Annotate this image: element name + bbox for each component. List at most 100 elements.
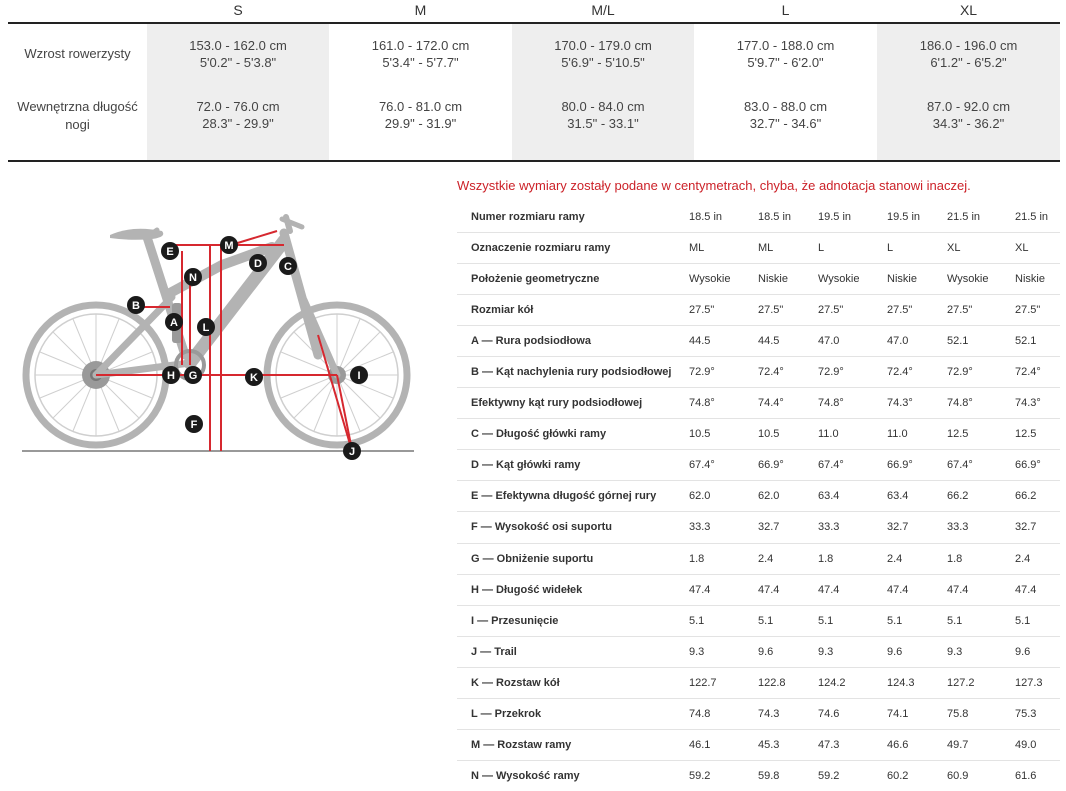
table-row: F — Wysokość osi suportu 33.3 32.7 33.3 32.7…	[457, 512, 1060, 544]
svg-text:C: C	[284, 261, 292, 273]
table-cell: 19.5 in	[887, 211, 921, 223]
table-row: Oznaczenie rozmiaru ramy ML ML L L XL XL	[457, 233, 1060, 265]
row-label: A — Rura podsiodłowa	[471, 335, 591, 348]
marker-f-icon: F	[185, 415, 203, 433]
size-value-cm: 72.0 - 76.0 cm	[196, 99, 280, 114]
table-cell: 72.4°	[887, 366, 913, 379]
table-cell: XL	[947, 242, 961, 255]
row-label: M — Rozstaw ramy	[471, 738, 572, 751]
table-cell: 63.4	[887, 490, 909, 503]
table-cell: 66.9°	[1015, 459, 1041, 472]
table-cell: 44.5	[689, 335, 711, 348]
table-row: I — Przesunięcie 5.1 5.1 5.1 5.1 5.1 5.1	[457, 606, 1060, 637]
size-value-cm: 83.0 - 88.0 cm	[743, 99, 828, 114]
table-cell: Niskie	[1015, 273, 1045, 286]
table-cell: 5.1	[818, 614, 834, 627]
table-cell: 27.5"	[758, 304, 784, 317]
size-value-in: 29.9" - 31.9"	[384, 116, 457, 131]
size-column-shade	[512, 24, 694, 161]
table-cell: 27.5"	[1015, 304, 1041, 317]
table-cell: 32.7	[887, 521, 909, 534]
marker-i-icon: I	[350, 366, 368, 384]
table-cell: 47.4	[1015, 583, 1037, 596]
saddle-icon	[110, 228, 164, 240]
table-cell: 63.4	[818, 490, 840, 503]
table-cell: 47.4	[818, 583, 840, 596]
table-cell: 2.4	[887, 552, 903, 565]
marker-h-icon: H	[162, 366, 180, 384]
row-label: F — Wysokość osi suportu	[471, 521, 612, 534]
table-cell: 61.6	[1015, 769, 1037, 782]
marker-b-icon: B	[127, 296, 145, 314]
table-cell: 33.3	[818, 521, 840, 534]
table-cell: 52.1	[1015, 335, 1037, 348]
svg-text:A: A	[170, 317, 178, 329]
table-cell: 47.0	[818, 335, 840, 348]
table-cell: 11.0	[818, 428, 839, 441]
marker-m-icon: M	[220, 236, 238, 254]
table-cell: ML	[689, 242, 705, 255]
size-value: 76.0 - 81.0 cm 29.9" - 31.9"	[329, 98, 512, 132]
row-label: Efektywny kąt rury podsiodłowej	[471, 397, 643, 410]
table-cell: 12.5	[947, 428, 969, 441]
inseam-label-line1: Wewnętrzna długość	[17, 99, 138, 114]
table-cell: 72.9°	[947, 366, 973, 379]
table-cell: 9.6	[887, 645, 903, 658]
table-row: J — Trail 9.3 9.6 9.3 9.6 9.3 9.6	[457, 637, 1060, 668]
size-value-in: 5'6.9" - 5'10.5"	[561, 55, 645, 70]
table-cell: 47.3	[818, 738, 840, 751]
table-row: Rozmiar kół 27.5" 27.5" 27.5" 27.5" 27.5" 27.5…	[457, 295, 1060, 327]
table-cell: 74.8°	[947, 397, 973, 410]
table-cell: 72.4°	[1015, 366, 1041, 379]
table-row: N — Wysokość ramy 59.2 59.8 59.2 60.2 60.9 61.…	[457, 761, 1060, 791]
table-cell: 66.2	[947, 490, 969, 503]
size-value: 170.0 - 179.0 cm 5'6.9" - 5'10.5"	[512, 37, 694, 71]
bike-geometry-diagram: A B C D E F G H I J K L M N	[22, 214, 414, 460]
row-label: G — Obniżenie suportu	[471, 552, 594, 565]
size-value: 72.0 - 76.0 cm 28.3" - 29.9"	[147, 98, 329, 132]
table-cell: 47.4	[887, 583, 909, 596]
table-cell: 9.6	[758, 645, 774, 658]
table-cell: 2.4	[758, 552, 774, 565]
table-row: M — Rozstaw ramy 46.1 45.3 47.3 46.6 49.7 49.0	[457, 730, 1060, 761]
size-value-cm: 161.0 - 172.0 cm	[371, 38, 470, 53]
table-cell: Wysokie	[689, 273, 731, 286]
row-label: L — Przekrok	[471, 707, 542, 720]
measurement-lines-icon	[96, 230, 353, 452]
svg-text:H: H	[167, 370, 175, 382]
table-cell: 72.9°	[689, 366, 715, 379]
size-value-cm: 87.0 - 92.0 cm	[926, 99, 1011, 114]
table-cell: 74.8°	[818, 397, 844, 410]
size-chart-bottom-border	[8, 160, 1060, 162]
size-value-in: 32.7" - 34.6"	[749, 116, 822, 131]
table-row: C — Długość główki ramy 10.5 10.5 11.0 11.0 1…	[457, 419, 1060, 451]
svg-text:N: N	[189, 272, 197, 284]
table-cell: 47.4	[689, 583, 711, 596]
table-cell: 59.2	[818, 769, 840, 782]
row-label: E — Efektywna długość górnej rury	[471, 490, 657, 503]
table-row: A — Rura podsiodłowa 44.5 44.5 47.0 47.0 52.1…	[457, 326, 1060, 358]
table-cell: 127.2	[947, 676, 975, 689]
table-cell: 127.3	[1015, 676, 1043, 689]
size-chart: S M M/L L XL Wzrost rowerzysty 153.0 - 1…	[8, 0, 1060, 162]
size-value-cm: 153.0 - 162.0 cm	[189, 38, 287, 53]
table-cell: 67.4°	[947, 459, 973, 472]
table-cell: L	[887, 242, 894, 255]
table-cell: 75.8	[947, 707, 969, 720]
table-cell: 46.6	[887, 738, 909, 751]
size-value-cm: 186.0 - 196.0 cm	[919, 38, 1018, 53]
marker-j-icon: J	[343, 442, 361, 460]
svg-text:D: D	[254, 258, 262, 270]
marker-a-icon: A	[165, 313, 183, 331]
table-cell: 62.0	[758, 490, 780, 503]
size-value: 161.0 - 172.0 cm 5'3.4" - 5'7.7"	[329, 37, 512, 71]
table-cell: 32.7	[758, 521, 780, 534]
units-note: Wszystkie wymiary zostały podane w centy…	[457, 178, 971, 193]
table-cell: 49.0	[1015, 738, 1037, 751]
rider-height-label: Wzrost rowerzysty	[24, 46, 131, 61]
marker-n-icon: N	[184, 268, 202, 286]
table-cell: 9.3	[689, 645, 705, 658]
table-cell: 27.5"	[887, 304, 913, 317]
size-label-l: L	[781, 2, 790, 18]
table-cell: 32.7	[1015, 521, 1037, 534]
